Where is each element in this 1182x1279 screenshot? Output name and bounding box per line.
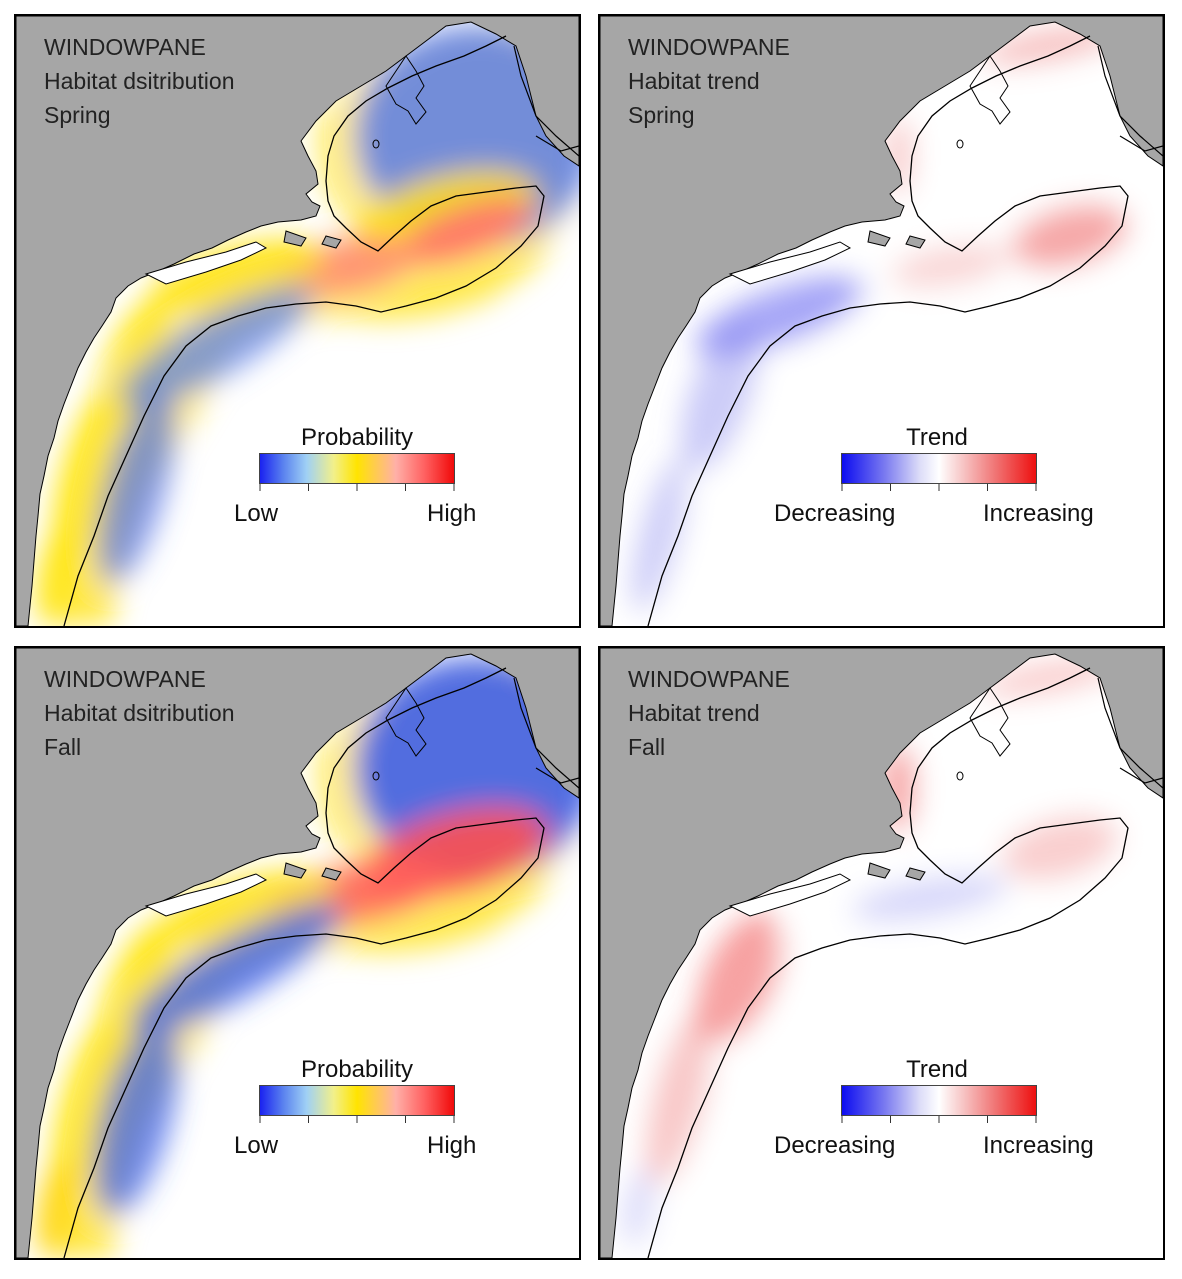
legend-ticks: [259, 1116, 455, 1123]
panel-subtitle: Habitat trend: [628, 700, 760, 726]
panel-season: Fall: [44, 734, 82, 760]
map-canvas: [600, 648, 1163, 1258]
legend-low-label: Low: [234, 1132, 279, 1159]
map-canvas: [600, 16, 1163, 626]
panel-species: WINDOWPANE: [44, 666, 206, 692]
legend-color-bar: [841, 1085, 1037, 1116]
map-panel-fall-trend: WINDOWPANE Habitat trend Fall Trend Decr…: [598, 646, 1165, 1260]
legend-low-label: Low: [234, 500, 279, 527]
panel-species: WINDOWPANE: [628, 34, 790, 60]
map-canvas: [16, 648, 579, 1258]
map-canvas: [16, 16, 579, 626]
legend-high-label: Increasing: [983, 500, 1094, 527]
panel-season: Fall: [628, 734, 666, 760]
legend-color-bar: [841, 453, 1037, 484]
map-panel-spring-trend: WINDOWPANE Habitat trend Spring Trend De…: [598, 14, 1165, 628]
legend-color-bar: [259, 1085, 455, 1116]
map-panel-fall-distribution: WINDOWPANE Habitat dsitribution Fall Pro…: [14, 646, 581, 1260]
legend-color-bar: [259, 453, 455, 484]
panel-species: WINDOWPANE: [628, 666, 790, 692]
panel-subtitle: Habitat dsitribution: [44, 700, 235, 726]
legend-ticks: [841, 484, 1037, 491]
panel-subtitle: Habitat dsitribution: [44, 68, 235, 94]
panel-species: WINDOWPANE: [44, 34, 206, 60]
panel-season: Spring: [628, 102, 695, 128]
legend-low-label: Decreasing: [774, 1132, 896, 1159]
legend-ticks: [259, 484, 455, 491]
legend-high-label: Increasing: [983, 1132, 1094, 1159]
legend-title: Probability: [300, 424, 414, 451]
legend-ticks: [841, 1116, 1037, 1123]
legend-low-label: Decreasing: [774, 500, 896, 527]
map-panel-spring-distribution: WINDOWPANE Habitat dsitribution Spring P…: [14, 14, 581, 628]
panel-subtitle: Habitat trend: [628, 68, 760, 94]
legend-high-label: High: [427, 500, 477, 527]
legend-high-label: High: [427, 1132, 477, 1159]
legend-title: Trend: [906, 1056, 968, 1083]
legend-title: Trend: [906, 424, 968, 451]
panel-season: Spring: [44, 102, 111, 128]
legend-title: Probability: [300, 1056, 414, 1083]
